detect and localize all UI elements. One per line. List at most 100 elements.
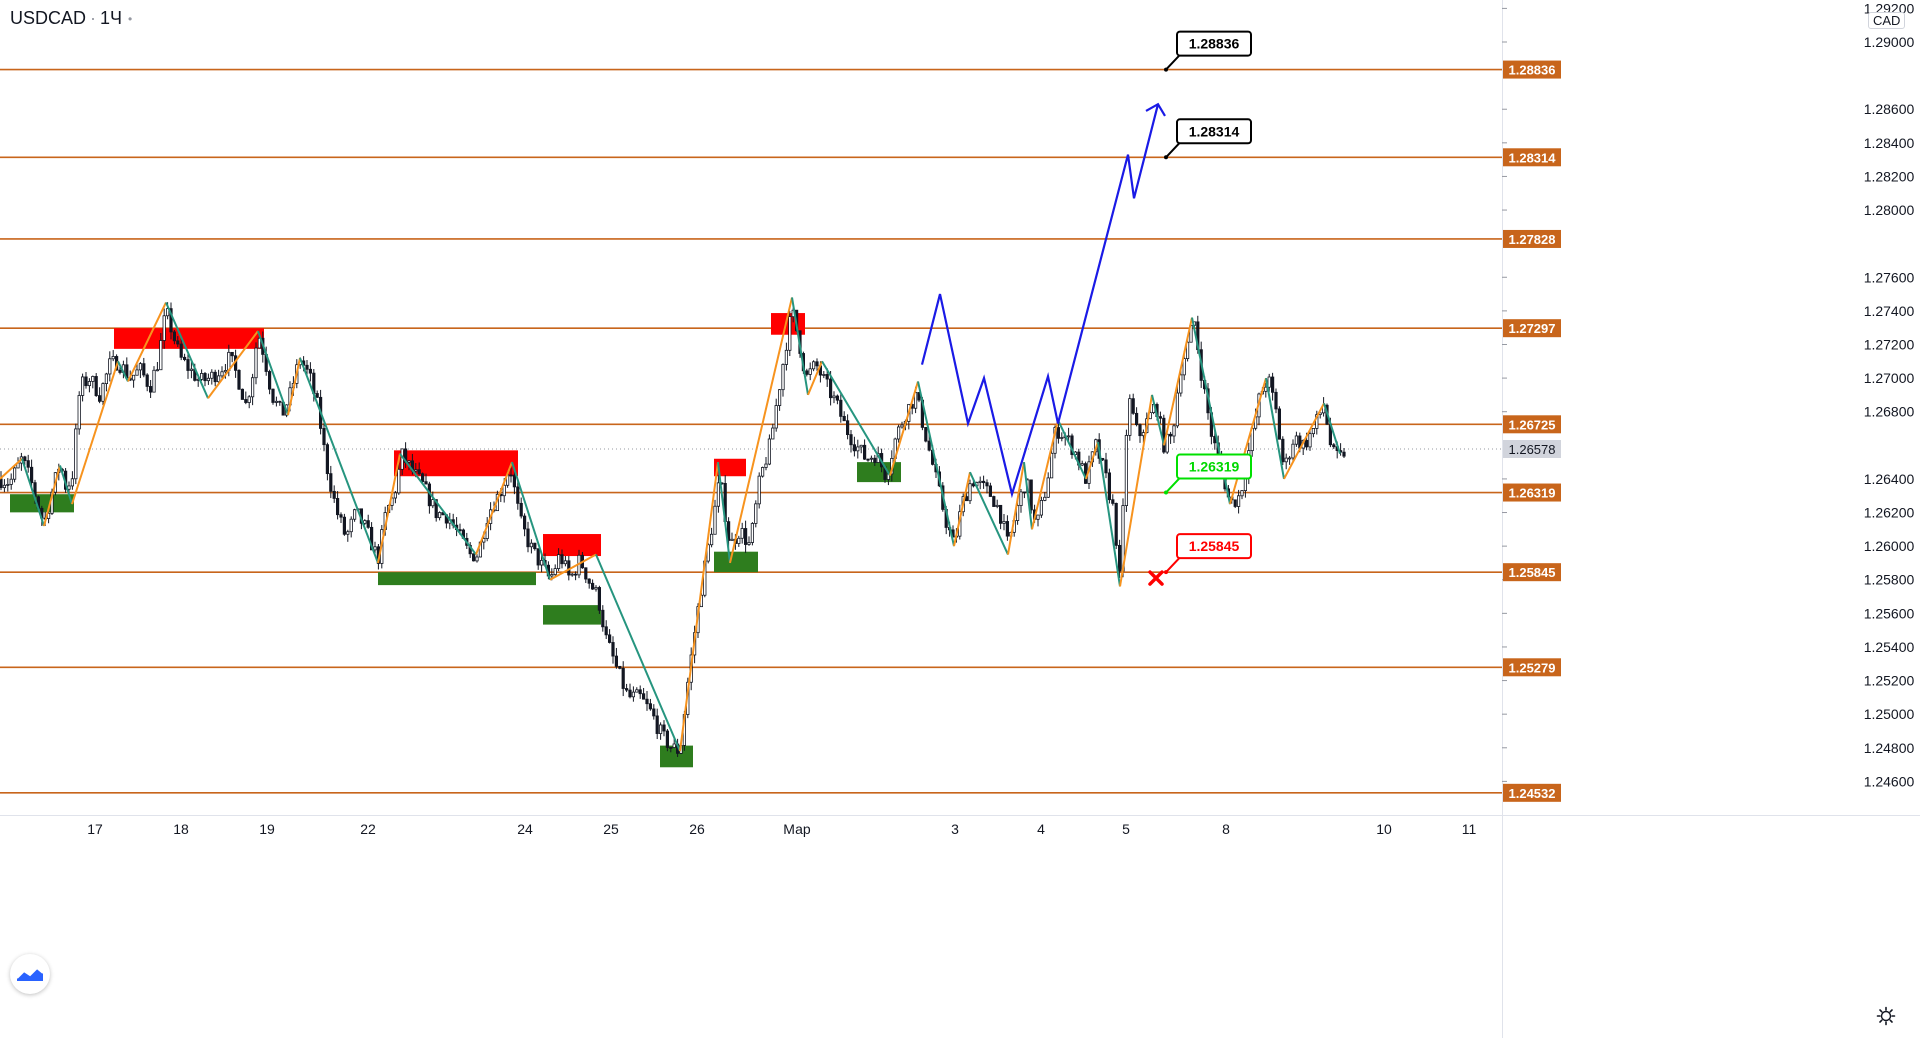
candle-body bbox=[781, 364, 785, 391]
up-wave-segment bbox=[1031, 419, 1059, 530]
callout-box bbox=[1176, 30, 1252, 57]
candle-body bbox=[808, 368, 812, 375]
candle-body bbox=[846, 420, 850, 436]
down-wave-segment bbox=[511, 461, 551, 581]
candle-body bbox=[254, 347, 258, 379]
forecast-arrowhead bbox=[1145, 102, 1166, 117]
candle-body bbox=[199, 373, 204, 380]
candle-body bbox=[26, 460, 30, 468]
candle-body bbox=[832, 395, 836, 399]
candle-body bbox=[750, 523, 755, 543]
candle-body bbox=[305, 364, 309, 370]
candle-body bbox=[138, 363, 142, 371]
candle-body bbox=[349, 518, 353, 533]
price-tick-label: 1.28200 bbox=[1864, 168, 1915, 184]
candle-body bbox=[1029, 479, 1033, 511]
candle-body bbox=[730, 538, 734, 541]
candle-body bbox=[213, 371, 217, 383]
candle-body bbox=[917, 392, 921, 401]
candle-body bbox=[754, 503, 758, 524]
candle-body bbox=[471, 553, 476, 562]
up-wave-segment bbox=[679, 461, 719, 752]
price-tick-label: 1.26000 bbox=[1864, 538, 1915, 554]
up-wave-segment bbox=[953, 471, 971, 547]
candle-body bbox=[308, 368, 313, 374]
down-wave-segment bbox=[1023, 461, 1033, 530]
candle-body bbox=[563, 560, 568, 565]
candle-body bbox=[94, 376, 98, 397]
candle-body bbox=[87, 381, 91, 387]
callout-anchor bbox=[1164, 570, 1168, 575]
candle-body bbox=[325, 444, 330, 475]
candle-body bbox=[369, 526, 374, 551]
candle-body bbox=[1182, 358, 1186, 376]
candle-body bbox=[662, 724, 666, 732]
price-tick-label: 1.24800 bbox=[1864, 740, 1915, 756]
candle-body bbox=[873, 457, 877, 463]
candle-body bbox=[12, 467, 17, 480]
candle-body bbox=[1342, 451, 1346, 457]
currency-badge[interactable]: CAD bbox=[1868, 12, 1906, 29]
tradingview-logo-icon[interactable] bbox=[10, 954, 50, 994]
candle-body bbox=[278, 400, 282, 403]
candle-body bbox=[744, 528, 748, 545]
demand-zone bbox=[714, 551, 758, 573]
candle-body bbox=[784, 349, 789, 365]
candle-body bbox=[601, 609, 605, 628]
candle-body bbox=[900, 424, 904, 428]
candle-body bbox=[414, 469, 418, 472]
level-price-tag bbox=[1503, 483, 1561, 502]
candle-body bbox=[553, 568, 557, 575]
candle-body bbox=[597, 587, 602, 611]
candle-body bbox=[594, 587, 598, 590]
candle-body bbox=[352, 509, 357, 520]
level-price-tag-label: 1.27297 bbox=[1509, 321, 1556, 336]
candle-body bbox=[747, 542, 751, 545]
candle-body bbox=[529, 542, 534, 548]
callout-label: 1.25845 bbox=[1189, 538, 1240, 554]
candle-body bbox=[1111, 499, 1115, 504]
candle-body bbox=[812, 361, 816, 370]
candle-body bbox=[210, 371, 214, 379]
candle-body bbox=[645, 698, 649, 705]
candle-body bbox=[189, 368, 193, 371]
candle-body bbox=[9, 478, 13, 485]
candle-body bbox=[1240, 490, 1244, 497]
candle-body bbox=[142, 363, 146, 376]
gear-icon[interactable] bbox=[1876, 1006, 1896, 1031]
candle-body bbox=[1267, 376, 1271, 388]
candle-body bbox=[1118, 544, 1122, 572]
candle-body bbox=[145, 374, 149, 387]
candle-body bbox=[437, 512, 442, 519]
price-tick-label: 1.28600 bbox=[1864, 101, 1915, 117]
candle-body bbox=[516, 486, 520, 504]
candle-body bbox=[165, 308, 170, 317]
price-tick-label: 1.25200 bbox=[1864, 673, 1915, 689]
candle-body bbox=[29, 466, 34, 484]
candle-body bbox=[1332, 444, 1336, 448]
up-wave-segment bbox=[1119, 394, 1153, 587]
candle-body bbox=[1141, 432, 1145, 437]
down-wave-segment bbox=[1057, 419, 1087, 480]
candle-body bbox=[342, 516, 347, 535]
up-wave-segment bbox=[889, 381, 919, 476]
candle-body bbox=[2, 484, 7, 489]
up-wave-segment bbox=[207, 330, 259, 399]
time-tick-label: 3 bbox=[951, 821, 959, 837]
candle-body bbox=[1311, 428, 1315, 435]
candle-body bbox=[329, 473, 333, 492]
interval-label: 1Ч bbox=[100, 8, 123, 28]
candle-body bbox=[631, 691, 636, 698]
candle-body bbox=[373, 546, 377, 551]
down-wave-segment bbox=[165, 302, 209, 399]
candle-body bbox=[614, 655, 619, 667]
candle-body bbox=[635, 689, 639, 693]
candle-body bbox=[659, 724, 663, 734]
candle-body bbox=[502, 484, 506, 497]
candle-body bbox=[995, 504, 999, 507]
price-tick-label: 1.27200 bbox=[1864, 336, 1915, 352]
candle-body bbox=[169, 308, 173, 333]
symbol-title[interactable]: USDCAD · 1Ч • bbox=[10, 8, 133, 28]
candle-body bbox=[135, 369, 139, 376]
